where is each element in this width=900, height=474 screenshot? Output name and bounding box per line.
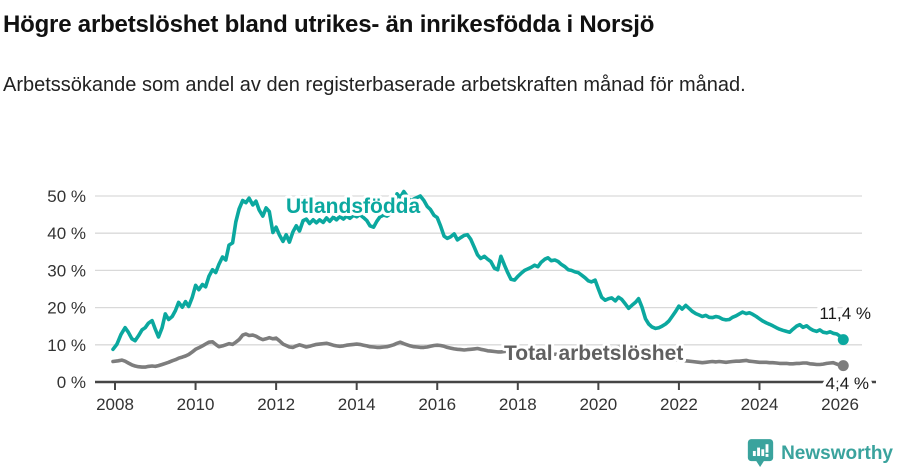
- x-tick-label: 2018: [499, 395, 537, 414]
- series-lines: [111, 189, 846, 369]
- x-tick-label: 2024: [741, 395, 779, 414]
- x-tick-label: 2020: [579, 395, 617, 414]
- x-tick-label: 2012: [257, 395, 295, 414]
- x-tick-label: 2016: [418, 395, 456, 414]
- page-title: Högre arbetslöshet bland utrikes- än inr…: [3, 11, 655, 38]
- page-subtitle: Arbetssökande som andel av den registerb…: [3, 74, 746, 96]
- series-end-dots: [837, 334, 849, 372]
- y-tick-label: 20 %: [47, 299, 86, 318]
- x-tick-label: 2014: [338, 395, 376, 414]
- series-line-total: [111, 332, 846, 369]
- newsworthy-logo-icon: [747, 439, 774, 467]
- series-end-dot: [837, 334, 849, 346]
- x-tick-label: 2026: [821, 395, 859, 414]
- series-end-dot: [837, 360, 849, 372]
- series-line-utlandsfodda: [111, 189, 846, 352]
- chart-labels: Utlandsfödda Total arbetslöshet 11,4 % 4…: [283, 192, 875, 397]
- end-value-label-utlandsfodda: 11,4 %: [819, 304, 871, 323]
- axes: 0 % 10 % 20 % 30 % 40 % 50 % 2008 2010 2012 2014 2…: [47, 187, 876, 414]
- gridlines: [95, 195, 862, 346]
- series-label-total-arbetsloshet: Total arbetslöshet: [504, 342, 683, 365]
- newsworthy-attribution[interactable]: Newsworthy: [747, 438, 893, 469]
- y-tick-label: 10 %: [47, 336, 86, 355]
- x-tick-label: 2008: [96, 395, 134, 414]
- y-tick-label: 0 %: [57, 373, 86, 392]
- y-tick-label: 30 %: [47, 261, 86, 280]
- end-value-label-total: 4,4 %: [826, 374, 869, 393]
- x-tick-label: 2010: [177, 395, 215, 414]
- newsworthy-brand-label: Newsworthy: [781, 442, 893, 464]
- y-tick-label: 50 %: [47, 187, 86, 206]
- x-tick-label: 2022: [660, 395, 698, 414]
- y-tick-label: 40 %: [47, 224, 86, 243]
- series-label-utlandsfodda: Utlandsfödda: [286, 195, 420, 218]
